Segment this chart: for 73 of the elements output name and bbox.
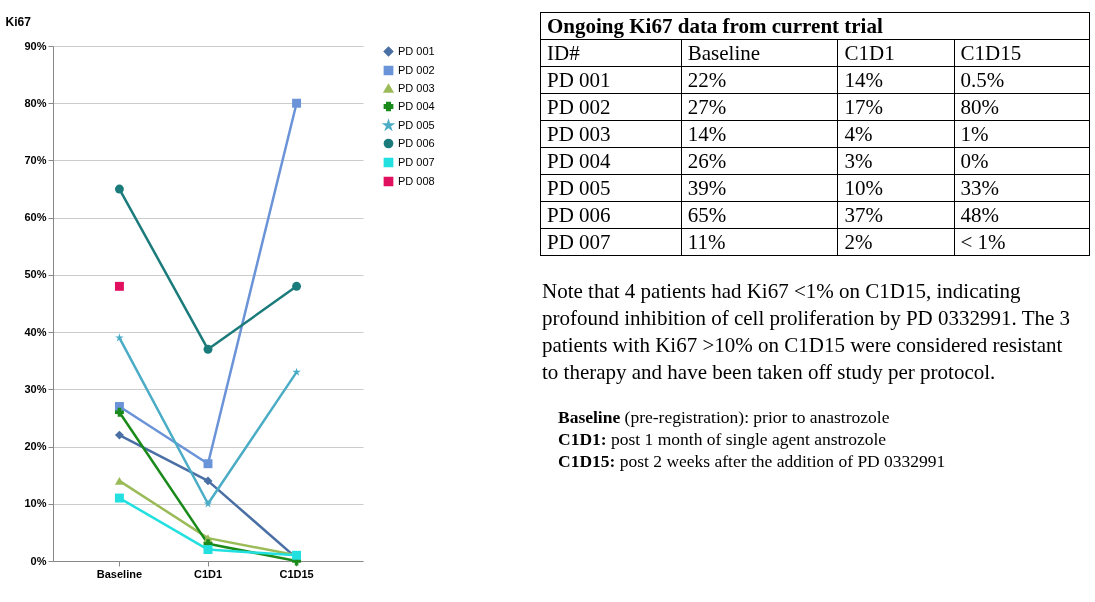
point	[292, 281, 302, 291]
point	[114, 281, 124, 291]
point	[114, 184, 124, 194]
text: 48%	[960, 203, 1000, 227]
y-tick-label: 0%	[30, 554, 47, 567]
y-tick-label: 60%	[24, 211, 47, 224]
y-tick-label: 50%	[24, 268, 47, 281]
text: Baseline (pre-registration): prior to anastrozole	[558, 406, 891, 428]
legend-label: PD 006	[398, 136, 435, 149]
y-tick-label: 20%	[24, 440, 47, 453]
x-tick-label: Baseline	[96, 567, 143, 580]
category-label: PD 007	[547, 230, 611, 254]
category-label: Baseline	[681, 39, 838, 67]
text: 80%	[960, 95, 1000, 119]
text: Ongoing Ki67 data from current trial	[540, 12, 1090, 40]
y-tick-label: 40%	[24, 325, 47, 338]
point	[203, 499, 213, 508]
text: 17%	[844, 95, 883, 119]
legend-label: PD 007	[398, 155, 435, 168]
text: 37%	[844, 203, 883, 227]
point	[203, 545, 213, 555]
legend-label: PD 004	[398, 99, 435, 112]
x-tick-label: C1D15	[279, 567, 314, 580]
text: 3%	[844, 149, 873, 173]
y-tick-label: 70%	[24, 153, 47, 166]
category-label: PD 004	[547, 149, 611, 173]
y-axis-title: Ki67	[5, 14, 32, 29]
category-label: PD 005	[547, 176, 611, 200]
text: 10%	[844, 176, 883, 200]
point	[114, 407, 124, 417]
point	[114, 493, 124, 503]
legend-label: PD 003	[398, 81, 435, 94]
point	[203, 476, 213, 486]
text: Note that 4 patients had Ki67 <1% on C1D15, indicating profound inhibition of cell proliferation by PD 0332991. The 3 patients with Ki67 >10% on C1D15 were considered resistant to therapy and have been taken off study per protocol.	[542, 278, 1072, 386]
y-tick-label: 90%	[24, 39, 47, 52]
category-label: C1D1	[837, 39, 955, 67]
category-label: PD 003	[547, 122, 611, 146]
text: 0%	[960, 149, 989, 173]
text: 27%	[687, 95, 727, 119]
category-label: C1D15	[954, 39, 1090, 67]
text: 33%	[960, 176, 1000, 200]
text: 1%	[960, 122, 989, 146]
text: 0.5%	[960, 68, 1005, 92]
point	[292, 98, 302, 108]
legend-label: PD 008	[398, 174, 435, 187]
text: 22%	[687, 68, 727, 92]
text: 26%	[687, 149, 727, 173]
text: C1D1: post 1 month of single agent anstrozole	[558, 428, 888, 450]
text: 11%	[687, 230, 726, 254]
x-tick-label: C1D1	[193, 567, 223, 580]
text: C1D15: post 2 weeks after the addition of PD 0332991	[558, 450, 947, 472]
legend-label: PD 001	[398, 44, 435, 57]
text: 39%	[687, 176, 727, 200]
text: 2%	[844, 230, 873, 254]
point	[203, 344, 213, 354]
text: 4%	[844, 122, 873, 146]
y-tick-label: 30%	[24, 382, 47, 395]
category-label: PD 001	[547, 68, 611, 92]
category-label: PD 006	[547, 203, 611, 227]
text: 14%	[687, 122, 727, 146]
legend-label: PD 002	[398, 63, 435, 76]
text: 65%	[687, 203, 727, 227]
point	[203, 459, 213, 469]
legend-label: PD 005	[398, 118, 435, 131]
y-tick-label: 10%	[24, 497, 47, 510]
point	[115, 333, 124, 342]
y-tick-label: 80%	[24, 96, 47, 109]
text: 14%	[844, 68, 883, 92]
category-label: ID#	[540, 39, 682, 67]
category-label: PD 002	[547, 95, 611, 119]
point	[292, 367, 301, 376]
text: < 1%	[960, 230, 1006, 254]
point	[114, 430, 124, 440]
